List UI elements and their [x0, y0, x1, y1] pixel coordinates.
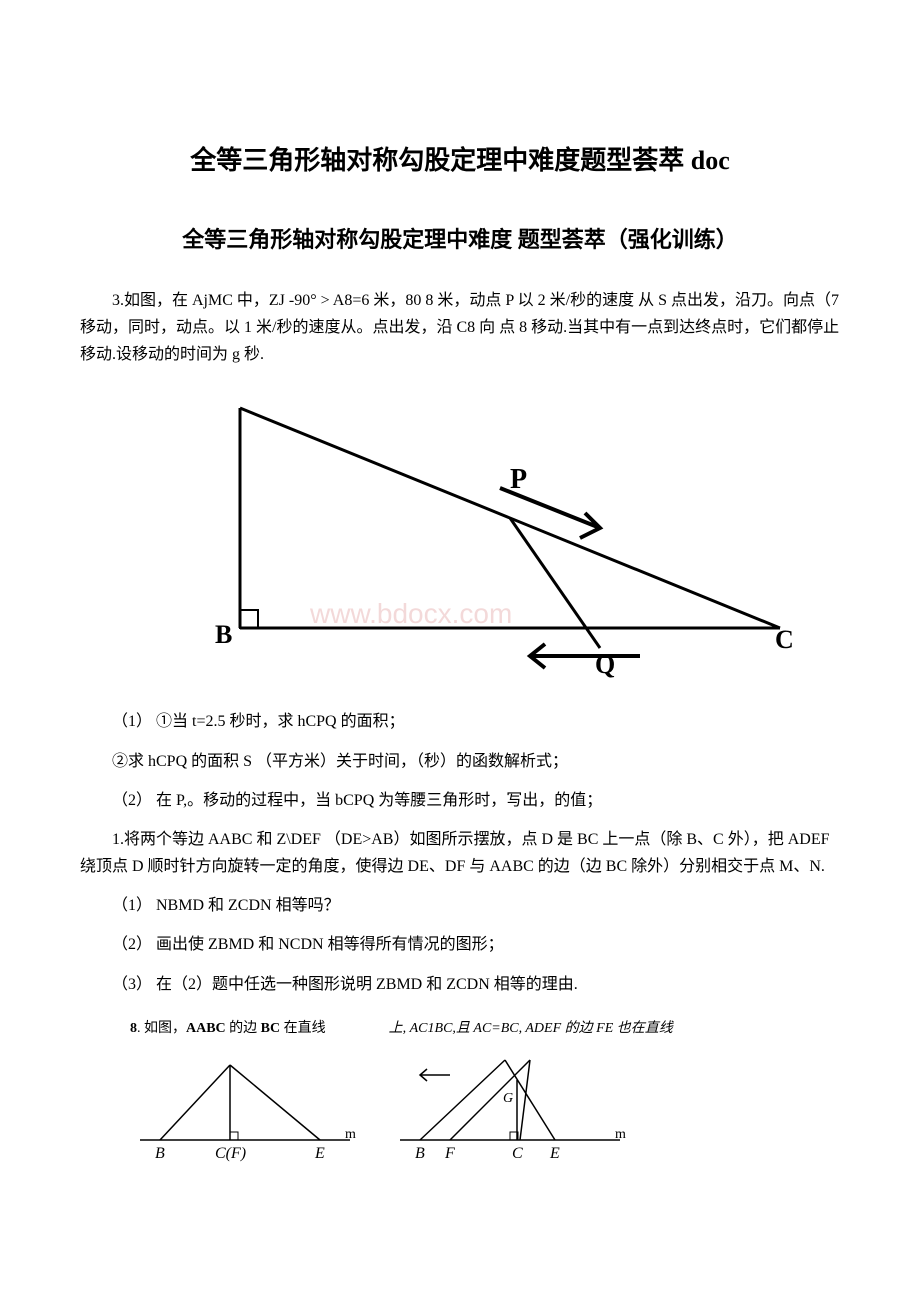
caption-italic: 上, AC1BC,且 AC=BC, ADEF 的边 FE 也在直线 — [389, 1021, 673, 1036]
label-e-2a: E — [314, 1145, 325, 1162]
label-c: C — [775, 625, 794, 654]
label-b-2b: B — [415, 1145, 425, 1162]
label-cf-2a: C(F) — [215, 1145, 246, 1162]
question-1-1: （1） ①当 t=2.5 秒时，求 hCPQ 的面积； — [80, 708, 840, 735]
caption-t3: 在直线 — [280, 1021, 326, 1036]
problem-8-caption: 8. 如图，AABC 的边 BC 在直线 上, AC1BC,且 AC=BC, A… — [130, 1018, 840, 1040]
label-c-2b: C — [512, 1145, 523, 1162]
figure-row-bottom: B C(F) E m B F C E G m — [130, 1050, 840, 1170]
label-m-2b: m — [615, 1127, 626, 1142]
caption-t1: . 如图， — [137, 1021, 186, 1036]
label-q: Q — [595, 650, 615, 679]
caption-t2: 的边 — [226, 1021, 261, 1036]
problem-1-q2: （2） 画出使 ZBMD 和 NCDN 相等得所有情况的图形； — [80, 931, 840, 958]
caption-b1: AABC — [186, 1021, 226, 1036]
caption-num: 8 — [130, 1021, 137, 1036]
label-p: P — [510, 464, 527, 495]
question-1-2: ②求 hCPQ 的面积 S （平方米）关于时间，（秒）的函数解析式； — [80, 748, 840, 775]
triangle-figure-2b: B F C E G m — [390, 1050, 640, 1170]
label-f-2b: F — [444, 1145, 455, 1162]
problem-3-text: 3.如图，在 AjMC 中，ZJ -90° > A8=6 米，80 8 米，动点… — [80, 287, 840, 369]
label-m-2a: m — [345, 1127, 356, 1142]
problem-1-text: 1.将两个等边 AABC 和 Z\DEF （DE>AB）如图所示摆放，点 D 是… — [80, 826, 840, 880]
label-e-2b: E — [549, 1145, 560, 1162]
main-title: 全等三角形轴对称勾股定理中难度题型荟萃 doc — [80, 140, 840, 182]
triangle-figure-1: P B C Q www.bdocx.com — [200, 388, 800, 688]
sub-title: 全等三角形轴对称勾股定理中难度 题型荟萃（强化训练） — [80, 222, 840, 257]
triangle-figure-2a: B C(F) E m — [130, 1050, 360, 1170]
watermark-text: www.bdocx.com — [309, 598, 512, 629]
question-2: （2） 在 P,。移动的过程中，当 bCPQ 为等腰三角形时，写出，的值； — [80, 787, 840, 814]
label-b-2a: B — [155, 1145, 165, 1162]
caption-b2: BC — [261, 1021, 280, 1036]
problem-1-q3: （3） 在（2）题中任选一种图形说明 ZBMD 和 ZCDN 相等的理由. — [80, 971, 840, 998]
problem-1-q1: （1） NBMD 和 ZCDN 相等吗？ — [80, 892, 840, 919]
label-b: B — [215, 620, 232, 649]
label-g-2b: G — [503, 1091, 513, 1106]
